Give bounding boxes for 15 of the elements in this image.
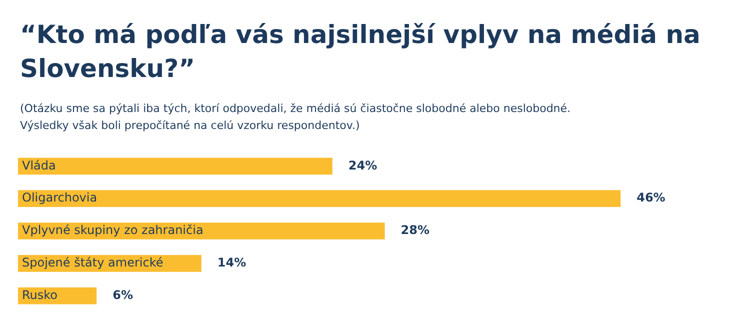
data-label: 14% [217, 256, 246, 270]
chart-title: “Kto má podľa vás najsilnejší vplyv na médiá na Slovensku?” [20, 19, 702, 85]
bar [18, 190, 621, 208]
bar [18, 158, 332, 175]
data-label: 28% [400, 223, 430, 238]
y-tick-label: Oligarchovia [22, 190, 98, 205]
bar [18, 222, 385, 240]
data-label: 46% [636, 190, 666, 205]
y-tick-label: Rusko [22, 288, 58, 302]
y-tick-label: Vláda [22, 158, 56, 172]
data-label: 24% [348, 158, 378, 172]
y-tick-label: Spojené štáty americké [22, 256, 164, 270]
data-label: 6% [112, 288, 133, 302]
chart-subtitle: (Otázku sme sa pýtali iba tých, ktorí odpovedali, že médiá sú čiastočne slobodné alebo neslobodné. Výsledky však boli prepočítané na celú vzorku respondentov.) [20, 101, 572, 134]
y-tick-label: Vplyvné skupiny zo zahraničia [22, 223, 204, 238]
